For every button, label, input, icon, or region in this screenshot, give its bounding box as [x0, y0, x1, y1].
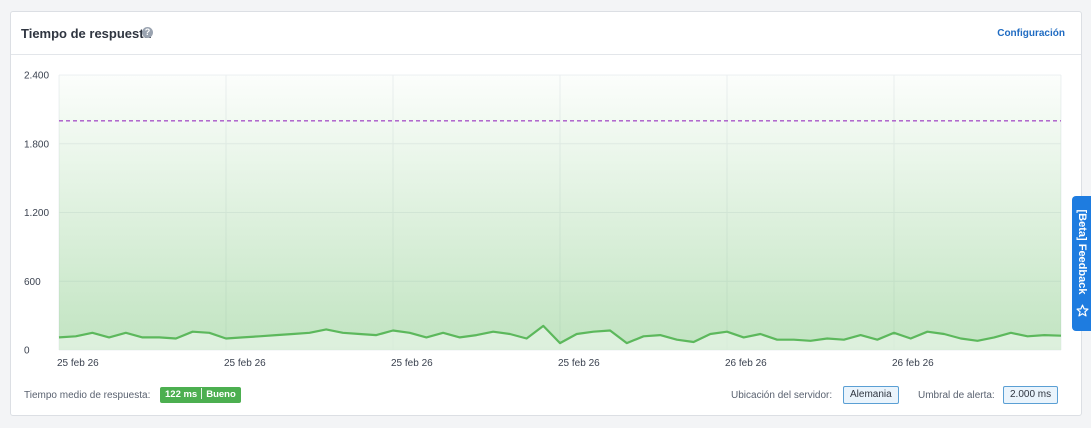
help-circle-icon[interactable]: ? [142, 27, 153, 38]
card-header: Tiempo de respuesta ? Configuración [11, 12, 1081, 55]
x-tick-label: 26 feb 26 [725, 358, 767, 369]
x-tick-label: 25 feb 26 [57, 358, 99, 369]
chart-footer: Tiempo medio de respuesta: 122 ms Bueno U… [11, 384, 1081, 406]
series-baseline-fill [59, 325, 1061, 350]
alert-threshold-label: Umbral de alerta: [918, 390, 995, 401]
avg-response-label: Tiempo medio de respuesta: [24, 390, 151, 401]
y-tick-label: 600 [24, 277, 41, 288]
x-tick-label: 25 feb 26 [558, 358, 600, 369]
area-fill [59, 75, 1061, 350]
avg-response-badge: 122 ms Bueno [160, 387, 241, 403]
response-time-chart: 0 600 1.200 1.800 2.400 25 feb 26 25 feb 26 25 … [24, 71, 1062, 369]
server-location-label: Ubicación del servidor: [731, 390, 833, 401]
configuration-link[interactable]: Configuración [997, 28, 1065, 39]
alert-threshold-value[interactable]: 2.000 ms [1003, 386, 1059, 404]
avg-response-status: Bueno [206, 389, 236, 400]
y-tick-label: 1.800 [24, 139, 49, 150]
beta-feedback-label: [Beta] Feedback [1076, 209, 1088, 295]
avg-response-value: 122 ms [165, 389, 198, 400]
x-tick-label: 26 feb 26 [892, 358, 934, 369]
card-title: Tiempo de respuesta [21, 26, 151, 41]
server-location-value[interactable]: Alemania [843, 386, 899, 404]
x-tick-label: 25 feb 26 [391, 358, 433, 369]
series-line [58, 324, 1062, 345]
star-icon [1076, 304, 1089, 317]
beta-feedback-tab[interactable]: [Beta] Feedback [1072, 196, 1091, 331]
y-tick-label: 0 [24, 346, 30, 357]
y-tick-label: 1.200 [24, 208, 49, 219]
y-tick-label: 2.400 [24, 71, 49, 82]
response-time-card: Tiempo de respuesta ? Configuración 0 600… [10, 11, 1082, 416]
x-tick-label: 25 feb 26 [224, 358, 266, 369]
